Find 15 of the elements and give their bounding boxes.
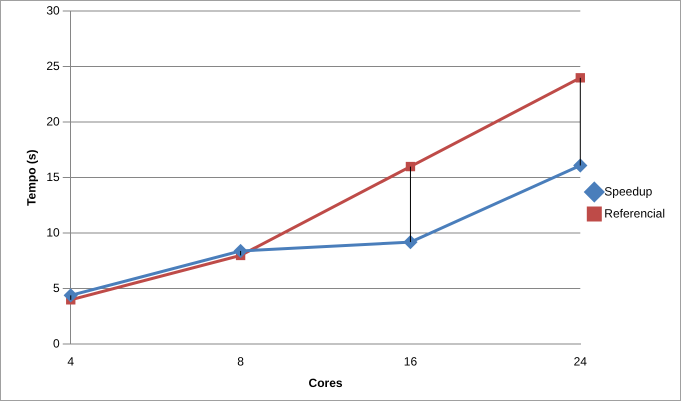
- x-tick-label: 16: [404, 354, 418, 369]
- y-tick-label: 0: [53, 336, 60, 351]
- legend-label: Referencial: [604, 206, 666, 220]
- y-axis-title: Tempo (s): [24, 149, 39, 206]
- y-tick-label: 10: [46, 226, 60, 240]
- x-tick-label: 4: [67, 354, 74, 369]
- legend-label: Speedup: [604, 184, 653, 198]
- y-tick-label: 25: [46, 59, 60, 74]
- y-tick-label: 30: [46, 4, 60, 18]
- y-tick-label: 20: [46, 114, 60, 129]
- y-tick-label: 15: [46, 170, 60, 184]
- y-tick-label: 5: [53, 281, 60, 296]
- x-axis-title: Cores: [308, 376, 343, 390]
- x-tick-label: 24: [574, 354, 588, 369]
- x-tick-label: 8: [237, 354, 244, 369]
